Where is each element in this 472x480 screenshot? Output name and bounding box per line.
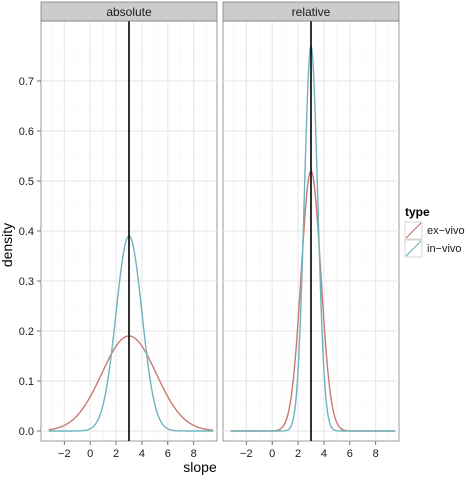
legend-label: ex−vivo — [427, 225, 465, 237]
y-tick-label: 0.0 — [19, 426, 34, 438]
x-axis-title: slope — [183, 459, 217, 475]
legend: type ex−vivo in−vivo — [404, 205, 465, 258]
legend-key-line — [405, 222, 422, 239]
y-tick-label: 0.1 — [19, 376, 34, 388]
x-tick-label: 6 — [165, 448, 171, 460]
x-tick-label: 2 — [113, 448, 119, 460]
y-tick-label: 0.6 — [19, 126, 34, 138]
x-tick-label: 2 — [295, 448, 301, 460]
strip-background — [40, 1, 218, 22]
legend-key-line — [405, 240, 422, 257]
x-tick-label: 0 — [87, 448, 93, 460]
y-tick-label: 0.4 — [19, 226, 34, 238]
facet-panels: absolute −2 0 2 4 6 8 relative −2 0 2 4 6 8 — [40, 1, 400, 460]
legend-entry: in−vivo — [404, 239, 462, 258]
y-tick-label: 0.2 — [19, 326, 34, 338]
x-tick-label: 6 — [347, 448, 353, 460]
x-tick-label: 8 — [191, 448, 197, 460]
y-tick-label: 0.7 — [19, 76, 34, 88]
y-axis: 0.0 0.1 0.2 0.3 0.4 0.5 0.6 0.7 — [19, 76, 41, 438]
x-tick-label: 4 — [321, 448, 327, 460]
density-line-invivo — [48, 235, 214, 432]
x-tick-label: 8 — [373, 448, 379, 460]
legend-entry: ex−vivo — [404, 221, 465, 240]
y-tick-label: 0.3 — [19, 276, 34, 288]
x-tick-label: 4 — [139, 448, 145, 460]
x-tick-label: −2 — [58, 448, 71, 460]
panel-absolute: absolute −2 0 2 4 6 8 — [40, 1, 218, 460]
y-tick-label: 0.5 — [19, 176, 34, 188]
density-line-invivo — [230, 45, 396, 432]
strip-label: absolute — [106, 5, 152, 19]
legend-label: in−vivo — [427, 243, 462, 255]
strip-background — [222, 1, 400, 22]
x-tick-label: 0 — [269, 448, 275, 460]
legend-title: type — [405, 205, 430, 219]
panel-relative: relative −2 0 2 4 6 8 — [222, 1, 400, 460]
strip-label: relative — [292, 5, 331, 19]
y-axis-title: density — [0, 223, 15, 267]
density-line-exvivo — [48, 335, 214, 431]
x-tick-label: −2 — [240, 448, 253, 460]
